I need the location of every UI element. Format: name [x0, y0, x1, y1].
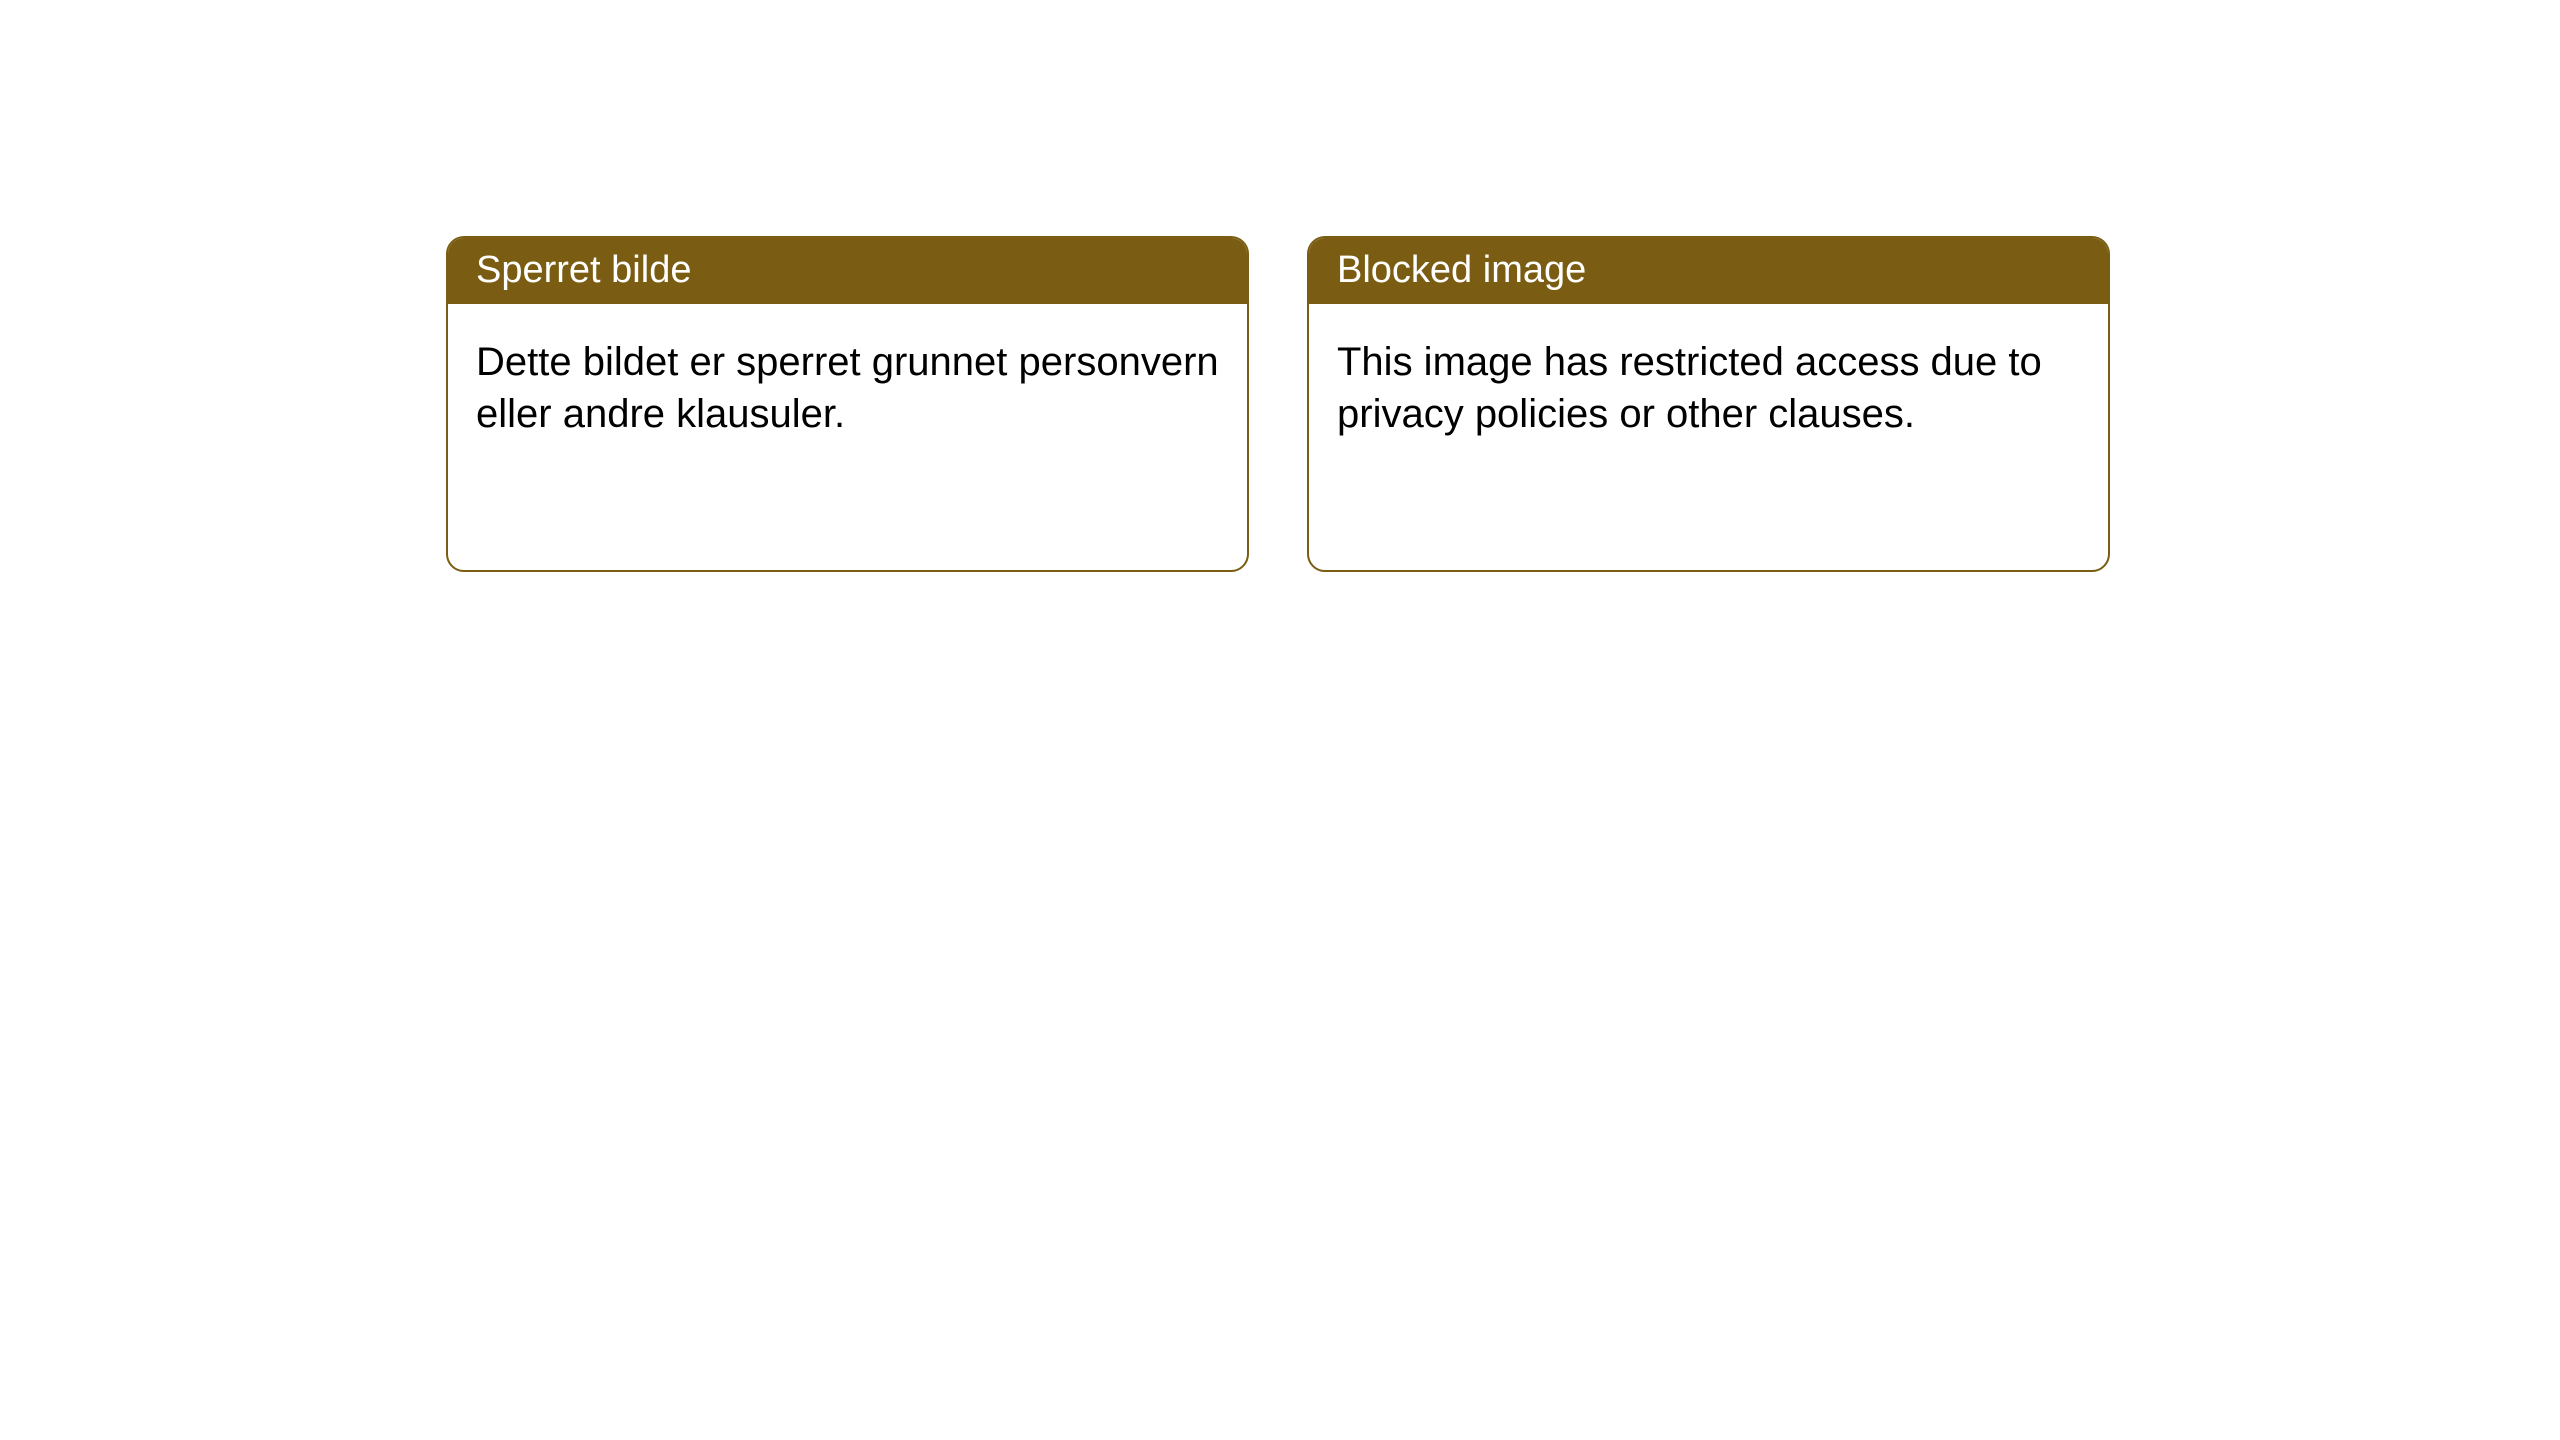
notice-card-english: Blocked image This image has restricted … — [1307, 236, 2110, 572]
notice-card-norwegian: Sperret bilde Dette bildet er sperret gr… — [446, 236, 1249, 572]
notice-body-english: This image has restricted access due to … — [1309, 304, 2108, 472]
notice-body-norwegian: Dette bildet er sperret grunnet personve… — [448, 304, 1247, 472]
notice-container: Sperret bilde Dette bildet er sperret gr… — [446, 236, 2110, 572]
notice-title-norwegian: Sperret bilde — [448, 238, 1247, 304]
notice-title-english: Blocked image — [1309, 238, 2108, 304]
